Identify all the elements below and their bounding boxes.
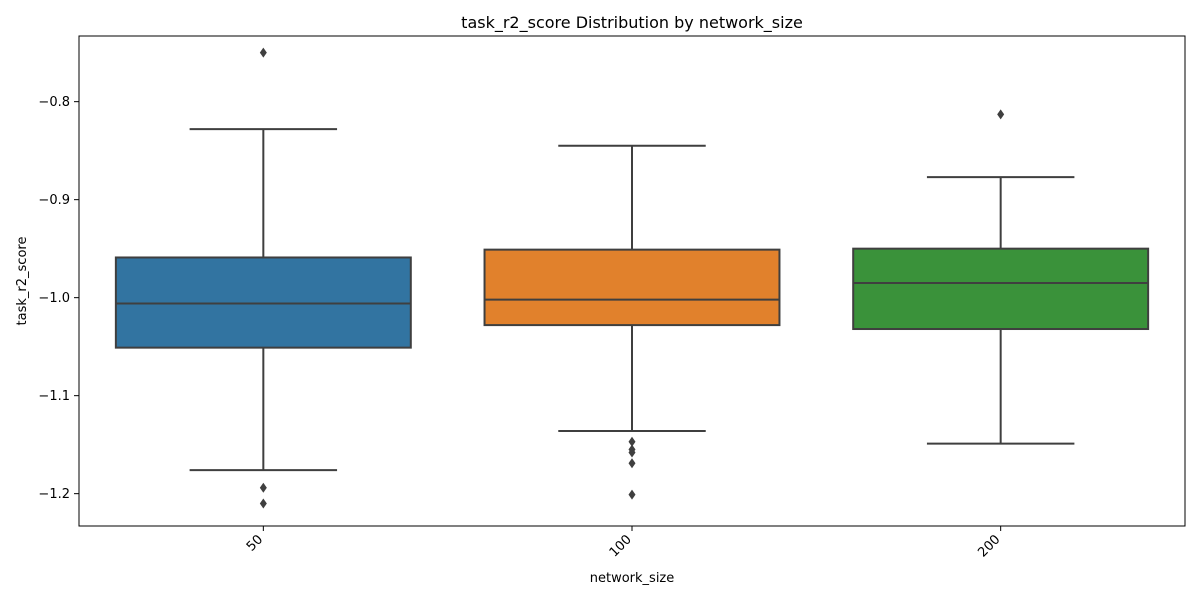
- box-group-100: [483, 144, 781, 500]
- y-tick-label: −1.0: [38, 291, 70, 306]
- outlier-point: [628, 447, 636, 458]
- outlier-point: [259, 47, 267, 58]
- outlier-point: [628, 436, 636, 447]
- box-iqr: [483, 248, 781, 327]
- plot-area: [114, 47, 1150, 509]
- box-group-200: [852, 109, 1150, 445]
- y-axis: −1.2 −1.1 −1.0 −0.9 −0.8: [38, 95, 79, 502]
- outlier-point: [259, 498, 267, 509]
- y-tick-label: −0.8: [38, 95, 70, 110]
- x-axis: 50 100 200: [244, 526, 1003, 560]
- x-tick-label: 200: [975, 532, 1003, 560]
- y-tick-label: −1.2: [38, 487, 70, 502]
- y-tick-label: −0.9: [38, 193, 70, 208]
- box-iqr: [852, 247, 1150, 331]
- x-tick-label: 100: [607, 532, 635, 560]
- outlier-point: [628, 458, 636, 469]
- outlier-point: [997, 109, 1005, 120]
- y-tick-label: −1.1: [38, 389, 70, 404]
- outlier-point: [259, 482, 267, 493]
- x-tick-label: 50: [244, 532, 266, 554]
- x-axis-label: network_size: [590, 571, 675, 586]
- outlier-point: [628, 489, 636, 500]
- box-group-50: [114, 47, 412, 509]
- y-axis-label: task_r2_score: [15, 237, 30, 326]
- chart-title: task_r2_score Distribution by network_si…: [461, 13, 803, 33]
